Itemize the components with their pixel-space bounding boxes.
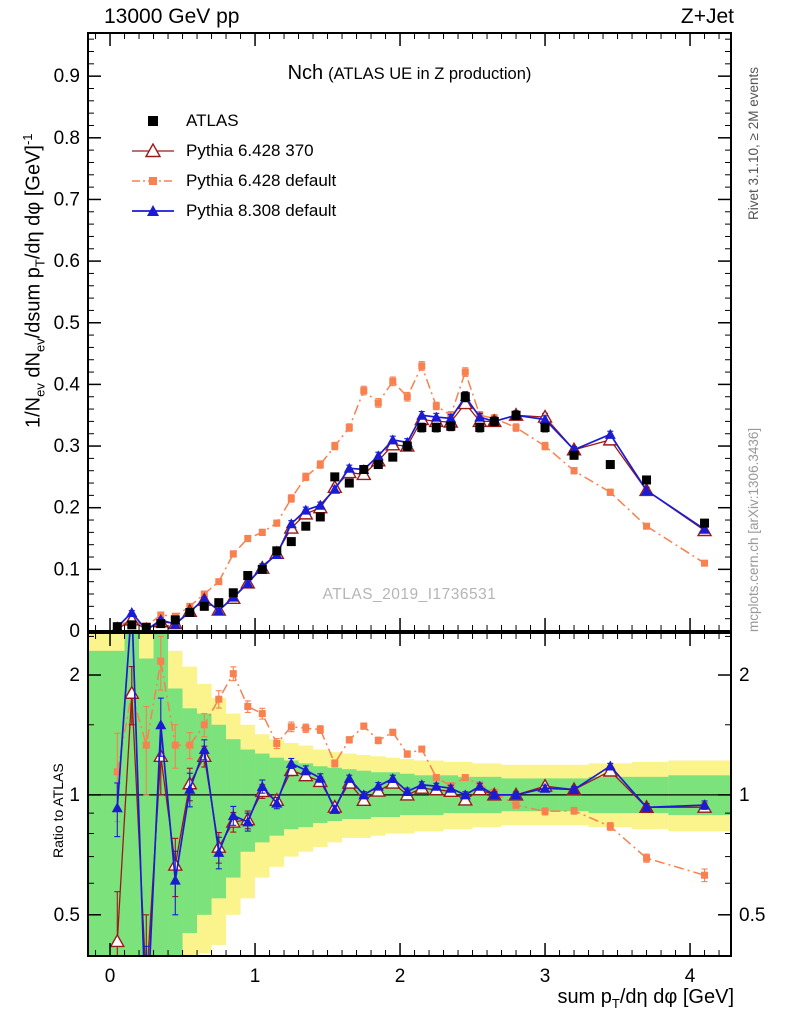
svg-text:0.9: 0.9: [54, 66, 80, 87]
y-axis-label-part: /dsum p: [22, 267, 45, 339]
legend-marker-atlas-icon: [148, 116, 158, 126]
svg-text:0.5: 0.5: [54, 313, 80, 334]
svg-text:0.1: 0.1: [54, 559, 80, 580]
legend: ATLAS Pythia 6.428 370 Pythia 6.428 defa…: [130, 106, 336, 226]
mcplots-arxiv-note: mcplots.cern.ch [arXiv:1306.3436]: [746, 427, 761, 632]
svg-text:0: 0: [69, 621, 80, 642]
y-axis-label-sub: ev: [32, 338, 48, 353]
svg-text:1: 1: [69, 785, 80, 806]
svg-text:0.4: 0.4: [54, 374, 81, 395]
axis-ticks: [88, 33, 731, 956]
svg-text:3: 3: [540, 966, 551, 987]
svg-text:0.3: 0.3: [54, 436, 80, 457]
analysis-description: (ATLAS UE in Z production): [328, 65, 532, 83]
x-axis-label: sum pT/dη dφ [GeV]: [557, 986, 734, 1011]
svg-text:2: 2: [69, 665, 80, 686]
legend-label: Pythia 6.428 370: [186, 141, 314, 160]
main-series-atlas: [112, 391, 710, 631]
legend-item-atlas: ATLAS: [130, 106, 336, 136]
y-axis-label-sub: ev: [32, 383, 48, 397]
legend-label: ATLAS: [186, 111, 239, 130]
process-label: Z+Jet: [680, 5, 734, 28]
svg-text:0: 0: [105, 966, 116, 987]
ratio-axis-label: Ratio to ATLAS: [50, 763, 66, 858]
svg-text:0.5: 0.5: [739, 905, 765, 926]
beam-energy-label: 13000 GeV pp: [104, 5, 240, 28]
y-axis-label-part: 1/N: [22, 396, 45, 428]
svg-text:0.6: 0.6: [54, 251, 80, 272]
x-axis-label-sub: T: [611, 996, 620, 1011]
legend-marker-pythia6-default-icon: [132, 177, 174, 185]
legend-label: Pythia 8.308 default: [186, 201, 337, 220]
y-axis-label-sub: T: [32, 259, 48, 268]
svg-text:4: 4: [685, 966, 696, 987]
svg-text:0.5: 0.5: [54, 905, 80, 926]
y-axis-label-part: dN: [22, 352, 45, 384]
y-axis-label-sup: -1: [20, 133, 35, 146]
legend-label: Pythia 6.428 default: [186, 171, 337, 190]
svg-text:0.2: 0.2: [54, 498, 80, 519]
svg-text:2: 2: [395, 966, 406, 987]
ratio-series-pythia-6-428-default: [113, 635, 709, 883]
y-axis-label: 1/Nev dNev/dsum pT/dη dφ [GeV]-1: [20, 133, 48, 428]
x-axis-label-part: /dη dφ [GeV]: [619, 986, 734, 1008]
svg-text:0.8: 0.8: [54, 128, 80, 149]
y-axis-label-part: /dη dφ [GeV]: [22, 145, 45, 260]
analysis-id-watermark: ATLAS_2019_I1736531: [322, 586, 497, 603]
axis-tick-labels: 0 1 2 3 4 0 0.1 0.2 0.3 0.4 0.5 0.6 0.7 0.8 0.9 2 2 1 1 0.5…: [54, 66, 766, 987]
svg-text:1: 1: [250, 966, 261, 987]
svg-text:1: 1: [739, 785, 750, 806]
legend-marker-pythia8-default-icon: [132, 205, 174, 216]
svg-text:0.7: 0.7: [54, 189, 80, 210]
observable-name: Nch: [287, 62, 324, 84]
legend-item-pythia6-default: Pythia 6.428 default: [130, 166, 336, 196]
main-panel-frame: [87, 32, 732, 632]
ratio-series-pythia-8-308-default: [111, 633, 711, 956]
legend-item-pythia8-default: Pythia 8.308 default: [130, 196, 336, 226]
legend-item-pythia6-370: Pythia 6.428 370: [130, 136, 336, 166]
legend-marker-pythia6-370-icon: [132, 142, 174, 158]
rivet-version-note: Rivet 3.1.10, ≥ 2M events: [746, 67, 761, 220]
plot-title: Nch (ATLAS UE in Z production): [88, 62, 731, 85]
x-axis-label-part: sum p: [557, 986, 612, 1008]
svg-text:2: 2: [739, 665, 750, 686]
